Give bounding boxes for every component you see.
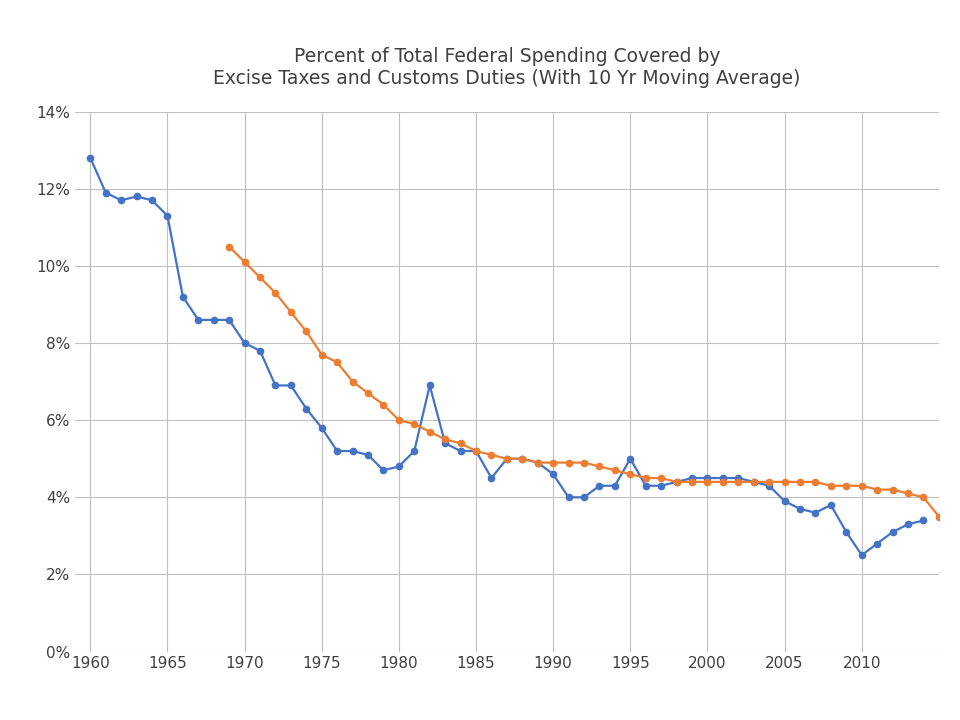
Title: Percent of Total Federal Spending Covered by
Excise Taxes and Customs Duties (Wi: Percent of Total Federal Spending Covere… <box>213 47 801 88</box>
